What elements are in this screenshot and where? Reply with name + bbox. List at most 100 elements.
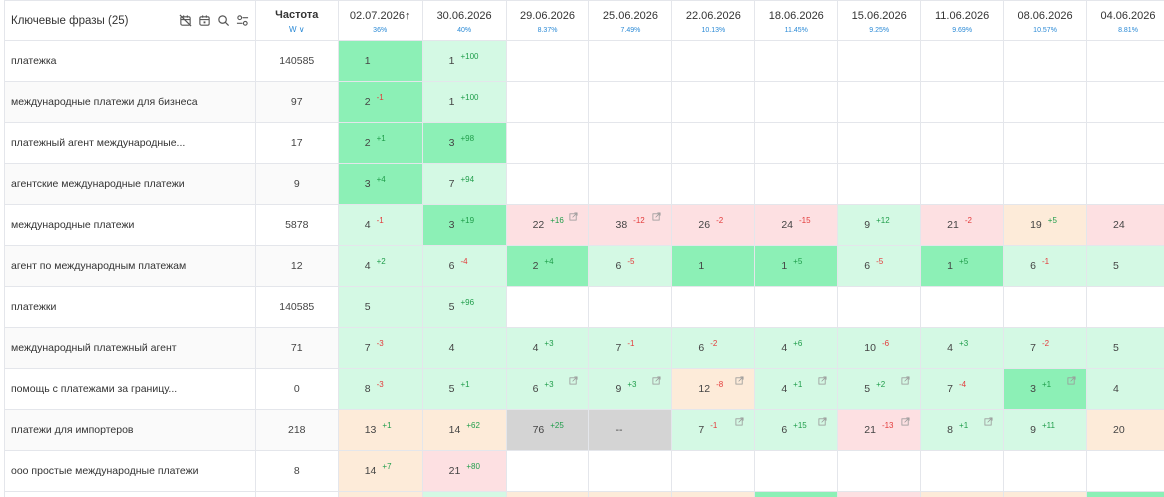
date-column-header[interactable]: 02.07.2026↑ 36% [337, 0, 423, 41]
external-link-icon[interactable] [818, 417, 827, 426]
keyword-phrase[interactable]: платежка [4, 40, 256, 82]
settings-sliders-icon[interactable] [236, 14, 249, 27]
calendar-off-icon[interactable] [179, 14, 192, 27]
external-link-icon[interactable] [652, 376, 661, 385]
position-cell[interactable]: 5 [1086, 327, 1164, 369]
position-cell[interactable]: 4 +3 [505, 327, 590, 369]
keyword-phrase[interactable]: международный платежный агент [4, 327, 256, 369]
position-cell[interactable]: 1 +5 [754, 245, 839, 287]
position-cell[interactable]: 1 +100 [421, 40, 507, 82]
position-cell[interactable]: 8 -3 [337, 368, 423, 410]
position-cell[interactable]: 9 +12 [837, 204, 922, 246]
position-cell[interactable]: 4 +2 [337, 245, 423, 287]
sort-arrow-icon[interactable]: ↑ [404, 10, 411, 22]
external-link-icon[interactable] [901, 417, 910, 426]
keyword-phrase[interactable]: агент по международным платежам [4, 245, 256, 287]
position-cell[interactable]: 5 +2 [837, 368, 922, 410]
position-cell[interactable]: 2 +4 [505, 245, 590, 287]
position-cell[interactable]: 9 +3 [588, 368, 673, 410]
external-link-icon[interactable] [984, 417, 993, 426]
position-cell[interactable]: 6 +3 [505, 368, 590, 410]
position-cell[interactable]: 5 [337, 286, 423, 328]
external-link-icon[interactable] [818, 376, 827, 385]
position-cell[interactable]: 21 -13 [837, 409, 922, 451]
keyword-phrase[interactable]: международные платежи для бизнеса [4, 81, 256, 123]
position-cell[interactable]: 20 [1086, 409, 1164, 451]
date-column-header[interactable]: 04.06.2026 8.81% [1086, 0, 1164, 41]
date-column-header[interactable]: 11.06.2026 9.69% [920, 0, 1005, 41]
position-cell[interactable]: 4 +1 [754, 368, 839, 410]
position-cell[interactable]: 9 +11 [1003, 409, 1088, 451]
position-cell[interactable]: 24 -15 [754, 204, 839, 246]
position-cell[interactable]: 7 -4 [920, 368, 1005, 410]
date-column-header[interactable]: 30.06.2026 40% [421, 0, 507, 41]
calendar-icon[interactable] [198, 14, 211, 27]
keyword-phrase[interactable]: платежный агент международные... [4, 122, 256, 164]
position-cell[interactable]: 22 +16 [505, 204, 590, 246]
position-cell[interactable]: 6 -2 [671, 327, 756, 369]
position-cell[interactable]: 8 +1 [920, 409, 1005, 451]
position-cell[interactable]: 26 -2 [671, 204, 756, 246]
position-cell[interactable]: 7 -2 [1003, 327, 1088, 369]
position-cell[interactable]: 4 [1086, 368, 1164, 410]
position-cell[interactable]: 2 -1 [337, 81, 423, 123]
frequency-header[interactable]: Частота W ∨ [254, 0, 339, 41]
external-link-icon[interactable] [569, 212, 578, 221]
position-cell[interactable]: 5 +1 [421, 368, 507, 410]
position-cell[interactable]: 3 +19 [421, 204, 507, 246]
position-cell[interactable]: 7 -1 [671, 409, 756, 451]
keyword-phrase[interactable]: платежи для импортеров [4, 409, 256, 451]
position-cell[interactable]: 6 -4 [421, 245, 507, 287]
position-cell[interactable]: 4 [421, 327, 507, 369]
external-link-icon[interactable] [569, 376, 578, 385]
position-cell[interactable]: 12 -8 [671, 368, 756, 410]
position-cell[interactable]: 6 -5 [588, 245, 673, 287]
keyword-phrase[interactable]: помощь с платежами за границу... [4, 368, 256, 410]
position-cell[interactable]: 4 +3 [920, 327, 1005, 369]
external-link-icon[interactable] [652, 212, 661, 221]
date-column-header[interactable]: 08.06.2026 10.57% [1003, 0, 1088, 41]
position-cell[interactable]: 7 -3 [337, 327, 423, 369]
external-link-icon[interactable] [901, 376, 910, 385]
position-cell[interactable]: 19 +5 [1003, 204, 1088, 246]
position-cell[interactable]: 2 +1 [337, 122, 423, 164]
keyword-phrase[interactable]: ооо простые международные платежи [4, 450, 256, 492]
position-cell[interactable]: 3 +4 [337, 163, 423, 205]
keyword-phrase[interactable]: агентские международные платежи [4, 163, 256, 205]
position-cell[interactable]: 24 [1086, 204, 1164, 246]
external-link-icon[interactable] [735, 376, 744, 385]
position-cell[interactable]: 3 +98 [421, 122, 507, 164]
position-cell[interactable]: 4 +6 [754, 327, 839, 369]
position-cell[interactable]: 1 +100 [421, 81, 507, 123]
position-cell[interactable]: 13 +1 [337, 409, 423, 451]
position-cell[interactable]: 76 +25 [505, 409, 590, 451]
phrases-header[interactable]: Ключевые фразы (25) [4, 0, 256, 41]
position-cell[interactable]: 3 +1 [1003, 368, 1088, 410]
keyword-phrase[interactable]: платежки [4, 286, 256, 328]
position-cell[interactable]: 1 [337, 40, 423, 82]
keyword-phrase[interactable]: международные платежи [4, 204, 256, 246]
position-cell[interactable]: 38 -12 [588, 204, 673, 246]
position-cell[interactable]: 4 -1 [337, 204, 423, 246]
position-cell[interactable]: 7 -1 [588, 327, 673, 369]
position-cell[interactable]: 7 +94 [421, 163, 507, 205]
position-cell[interactable]: 10 -6 [837, 327, 922, 369]
position-cell[interactable]: 6 -5 [837, 245, 922, 287]
position-cell[interactable]: 6 -1 [1003, 245, 1088, 287]
position-cell[interactable]: 5 [1086, 245, 1164, 287]
date-column-header[interactable]: 18.06.2026 11.45% [754, 0, 839, 41]
position-cell[interactable]: 6 +15 [754, 409, 839, 451]
position-cell[interactable]: -- [588, 409, 673, 451]
position-cell[interactable]: 21 +80 [421, 450, 507, 492]
position-cell[interactable]: 14 +62 [421, 409, 507, 451]
date-column-header[interactable]: 25.06.2026 7.49% [588, 0, 673, 41]
position-cell[interactable]: 1 [671, 245, 756, 287]
position-cell[interactable]: 1 +5 [920, 245, 1005, 287]
search-icon[interactable] [217, 14, 230, 27]
position-cell[interactable]: 14 +7 [337, 450, 423, 492]
date-column-header[interactable]: 15.06.2026 9.25% [837, 0, 922, 41]
date-column-header[interactable]: 22.06.2026 10.13% [671, 0, 756, 41]
position-cell[interactable]: 5 +96 [421, 286, 507, 328]
frequency-mode-dropdown[interactable]: W ∨ [288, 25, 305, 34]
external-link-icon[interactable] [735, 417, 744, 426]
